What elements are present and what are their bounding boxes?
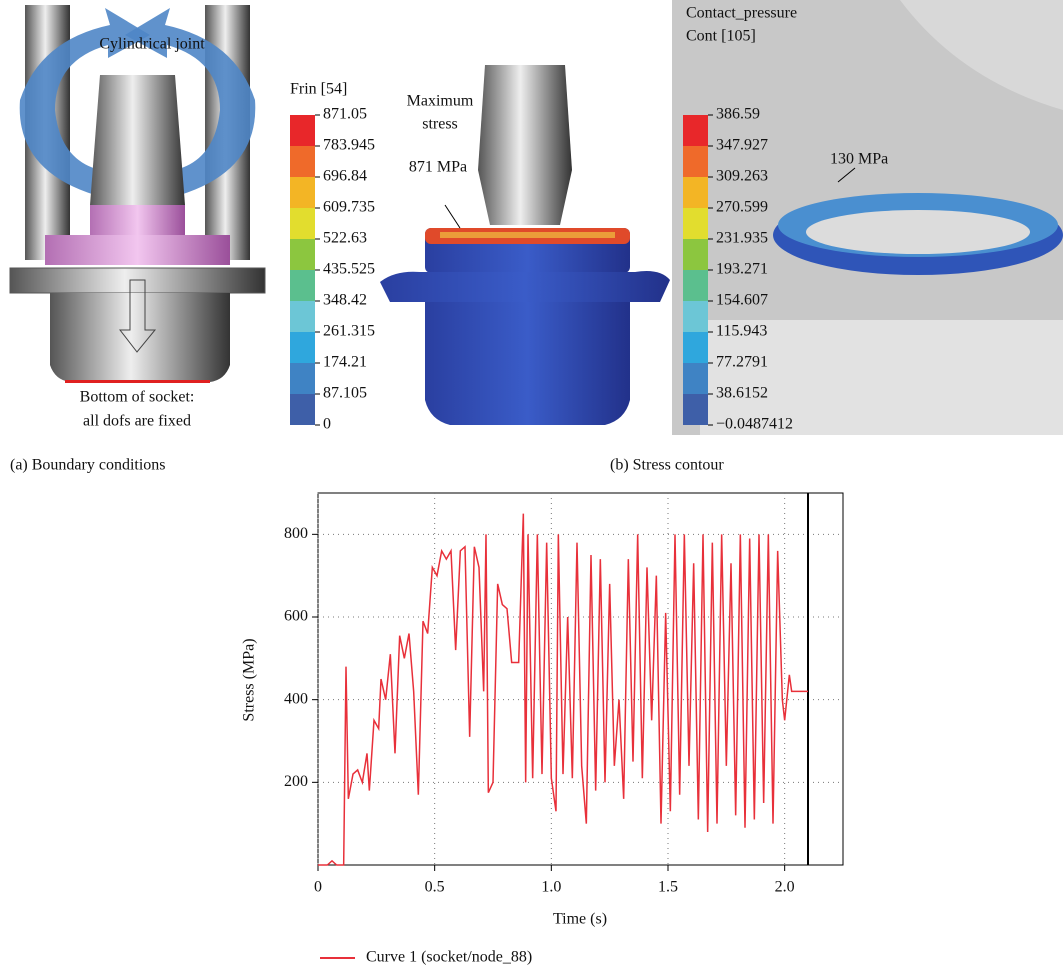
- joint-label: Cylindrical joint: [99, 36, 205, 53]
- figure: Cylindrical joint Bottom of socket: all …: [0, 0, 1063, 972]
- colorbar-label: 783.945: [323, 137, 375, 154]
- colorbar-cell: [683, 239, 708, 270]
- max-label: Maximum: [407, 93, 474, 110]
- colorbar-cell: [290, 115, 315, 146]
- x-tick-label: 0.5: [425, 879, 445, 896]
- x-tick-label: 2.0: [775, 879, 795, 896]
- colorbar-label: 77.2791: [716, 354, 768, 371]
- colorbar-label: 231.935: [716, 230, 768, 247]
- colorbar-label: 696.84: [323, 168, 367, 185]
- colorbar-label: 154.607: [716, 292, 768, 309]
- colorbar-cell: [683, 363, 708, 394]
- colorbar-cell: [683, 394, 708, 425]
- colorbar-cell: [290, 177, 315, 208]
- legend-title: Frin [54]: [290, 81, 347, 98]
- y-tick-label: 800: [284, 525, 308, 542]
- colorbar-label: 522.63: [323, 230, 367, 247]
- colorbar-cell: [290, 146, 315, 177]
- colorbar-cell: [683, 301, 708, 332]
- legend-title: Cont [105]: [686, 28, 756, 45]
- fixed-label: Bottom of socket:: [80, 389, 195, 406]
- max-label: stress: [422, 116, 458, 133]
- y-axis-label: Stress (MPa): [241, 638, 258, 721]
- colorbar-label: 270.599: [716, 199, 768, 216]
- colorbar-label: 309.263: [716, 168, 768, 185]
- fixed-label: all dofs are fixed: [83, 413, 191, 430]
- colorbar-label: 435.525: [323, 261, 375, 278]
- boundary-illustration: [10, 5, 265, 383]
- x-tick-label: 1.0: [541, 879, 561, 896]
- colorbar-label: 347.927: [716, 137, 768, 154]
- max-value: 871 MPa: [409, 159, 467, 176]
- colorbar-label: 386.59: [716, 106, 760, 123]
- colorbar-label: 115.943: [716, 323, 767, 340]
- colorbar-cell: [290, 394, 315, 425]
- colorbar-label: 193.271: [716, 261, 768, 278]
- colorbar-cell: [290, 208, 315, 239]
- colorbar-label: 348.42: [323, 292, 367, 309]
- y-tick-label: 400: [284, 690, 308, 707]
- colorbar-cell: [290, 301, 315, 332]
- colorbar-cell: [290, 270, 315, 301]
- colorbar-label: 174.21: [323, 354, 367, 371]
- colorbar-cell: [683, 332, 708, 363]
- legend-title: Contact_pressure: [686, 5, 797, 22]
- legend-label: Curve 1 (socket/node_88): [366, 949, 532, 966]
- colorbar-label: 609.735: [323, 199, 375, 216]
- colorbar-cell: [683, 177, 708, 208]
- x-axis-label: Time (s): [553, 911, 607, 928]
- colorbar-cell: [683, 208, 708, 239]
- colorbar-cell: [683, 146, 708, 177]
- x-tick-label: 0: [314, 879, 322, 896]
- colorbar-label: 0: [323, 416, 331, 433]
- colorbar-label: 38.6152: [716, 385, 768, 402]
- y-tick-label: 200: [284, 773, 308, 790]
- contact-value: 130 MPa: [830, 151, 888, 168]
- colorbar-label: 871.05: [323, 106, 367, 123]
- colorbar-cell: [683, 115, 708, 146]
- colorbar-label: −0.0487412: [716, 416, 793, 433]
- caption: (b) Stress contour: [610, 457, 724, 474]
- colorbar-cell: [290, 363, 315, 394]
- colorbar-cell: [290, 332, 315, 363]
- colorbar-cell: [290, 239, 315, 270]
- data-line: [318, 514, 808, 865]
- x-tick-label: 1.5: [658, 879, 678, 896]
- colorbar-label: 261.315: [323, 323, 375, 340]
- colorbar-label: 87.105: [323, 385, 367, 402]
- y-tick-label: 600: [284, 608, 308, 625]
- colorbar-cell: [683, 270, 708, 301]
- caption: (a) Boundary conditions: [10, 457, 166, 474]
